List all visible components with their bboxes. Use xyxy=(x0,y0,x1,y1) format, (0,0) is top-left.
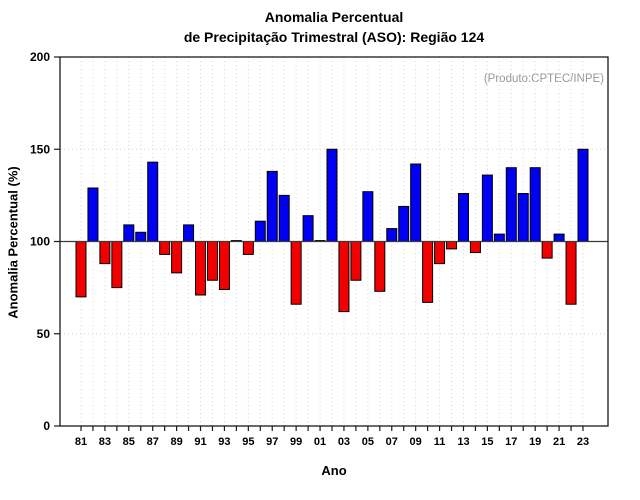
chart-title-line2: de Precipitação Trimestral (ASO): Região… xyxy=(183,29,485,45)
bar-90 xyxy=(183,224,195,243)
bar-81 xyxy=(75,241,87,298)
bar-86 xyxy=(135,231,147,242)
bar-84 xyxy=(111,241,123,289)
bar-12 xyxy=(446,241,458,250)
bar-04 xyxy=(350,241,362,281)
x-tick-label: 09 xyxy=(410,436,422,448)
bar-02 xyxy=(326,148,338,242)
bar-19 xyxy=(529,167,541,242)
bar-03 xyxy=(338,241,350,313)
x-axis-title: Ano xyxy=(321,463,347,478)
bar-85 xyxy=(123,224,135,243)
x-tick-label: 91 xyxy=(194,436,206,448)
bar-83 xyxy=(99,241,111,265)
bar-06 xyxy=(374,241,386,292)
bar-08 xyxy=(398,205,410,243)
x-tick-label: 07 xyxy=(386,436,398,448)
bar-92 xyxy=(206,241,218,281)
x-tick-label: 19 xyxy=(529,436,541,448)
bar-91 xyxy=(195,241,207,296)
bar-18 xyxy=(517,193,529,242)
x-tick-label: 11 xyxy=(434,436,446,448)
y-tick-label: 100 xyxy=(30,235,50,249)
x-tick-label: 81 xyxy=(75,436,87,448)
y-tick-label: 0 xyxy=(43,419,50,433)
x-tick-label: 89 xyxy=(170,436,182,448)
bar-10 xyxy=(422,241,434,303)
x-tick-label: 03 xyxy=(338,436,350,448)
bar-87 xyxy=(147,161,159,242)
bar-23 xyxy=(577,148,589,242)
x-tick-label: 93 xyxy=(218,436,230,448)
x-tick-label: 95 xyxy=(242,436,254,448)
x-tick-label: 85 xyxy=(123,436,135,448)
bar-13 xyxy=(457,193,469,242)
x-tick-label: 97 xyxy=(266,436,278,448)
x-tick-label: 23 xyxy=(577,436,589,448)
bar-05 xyxy=(362,191,374,242)
bar-15 xyxy=(481,174,493,242)
y-tick-label: 50 xyxy=(37,327,51,341)
x-tick-label: 15 xyxy=(481,436,493,448)
bar-21 xyxy=(553,233,565,242)
x-tick-label: 01 xyxy=(314,436,326,448)
bar-16 xyxy=(493,233,505,242)
y-tick-label: 150 xyxy=(30,142,50,156)
bar-20 xyxy=(541,241,553,259)
bar-82 xyxy=(87,187,99,242)
x-tick-label: 21 xyxy=(553,436,565,448)
x-tick-label: 05 xyxy=(362,436,374,448)
bar-14 xyxy=(469,241,481,254)
bar-97 xyxy=(266,170,278,242)
bar-00 xyxy=(302,215,314,242)
bar-93 xyxy=(218,241,230,290)
bar-07 xyxy=(386,228,398,243)
bar-98 xyxy=(278,194,290,242)
bar-96 xyxy=(254,220,266,243)
bar-89 xyxy=(171,241,183,274)
bar-17 xyxy=(505,167,517,242)
bar-95 xyxy=(242,241,254,255)
bar-11 xyxy=(434,241,446,265)
x-tick-label: 99 xyxy=(290,436,302,448)
bar-09 xyxy=(410,163,422,242)
chart-title-line1: Anomalia Percentual xyxy=(264,9,404,25)
x-tick-label: 83 xyxy=(99,436,111,448)
bar-22 xyxy=(565,241,577,305)
x-tick-label: 87 xyxy=(147,436,159,448)
bar-99 xyxy=(290,241,302,305)
bar-88 xyxy=(159,241,171,255)
source-annotation: (Produto:CPTEC/INPE) xyxy=(483,73,604,85)
x-tick-label: 17 xyxy=(505,436,517,448)
x-tick-label: 13 xyxy=(457,436,469,448)
y-tick-label: 200 xyxy=(30,50,50,64)
